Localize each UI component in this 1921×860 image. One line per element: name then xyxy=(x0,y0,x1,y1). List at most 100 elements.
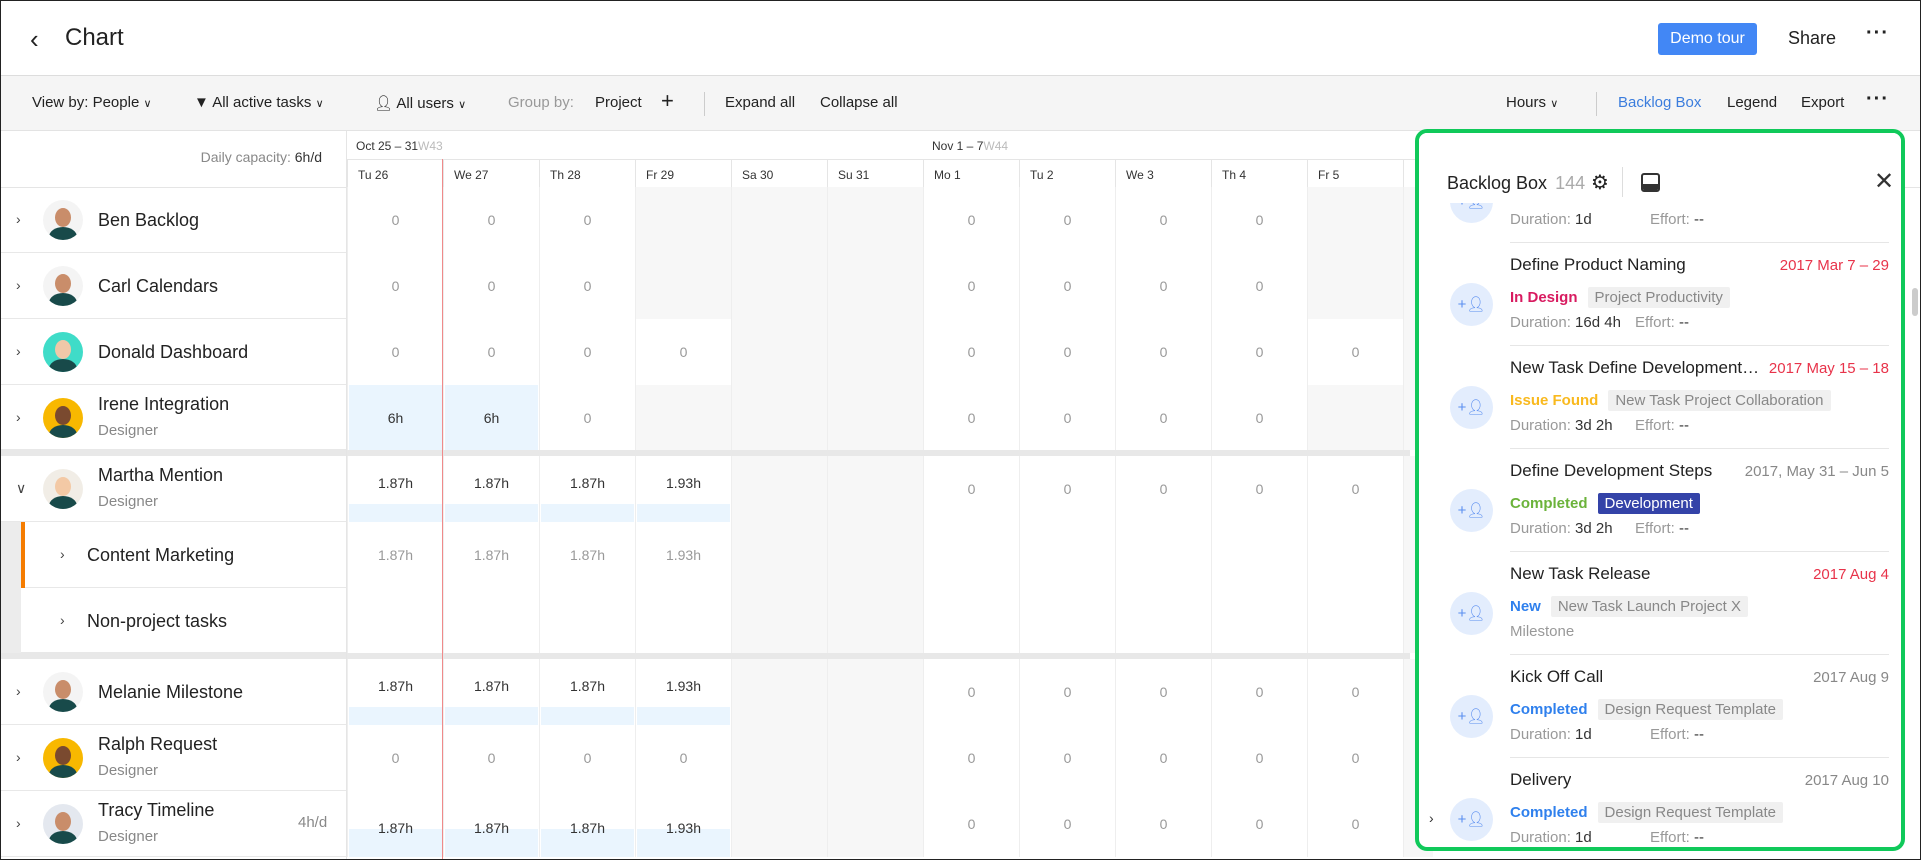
collapse-all-button[interactable]: Collapse all xyxy=(820,94,898,111)
day-cell[interactable] xyxy=(1211,522,1307,588)
day-cell[interactable] xyxy=(347,588,443,653)
close-icon[interactable]: ✕ xyxy=(1874,168,1895,195)
day-cell[interactable] xyxy=(827,725,923,791)
chevron-right-icon[interactable]: › xyxy=(16,408,21,425)
assign-user-icon[interactable]: +👤︎ xyxy=(1450,798,1493,841)
day-cell[interactable]: 0 xyxy=(443,253,539,319)
legend-button[interactable]: Legend xyxy=(1727,94,1778,111)
day-cell[interactable]: 1.87h xyxy=(539,522,635,588)
day-cell[interactable] xyxy=(923,522,1019,588)
back-arrow-icon[interactable]: ‹ xyxy=(30,24,39,54)
day-cell[interactable]: 1.87h xyxy=(347,456,443,522)
day-cell[interactable]: 0 xyxy=(443,725,539,791)
backlog-item[interactable]: +👤︎ New Task Define Development Steps 2017… xyxy=(1419,346,1901,449)
day-cell[interactable]: 0 xyxy=(635,319,731,385)
day-cell[interactable]: 0 xyxy=(1211,659,1307,725)
person-row[interactable]: › Ralph Request Designer 0 0 0 0 0 0 0 0 0 xyxy=(0,725,1433,791)
day-cell[interactable]: 0 xyxy=(1115,659,1211,725)
chevron-right-icon[interactable]: › xyxy=(16,749,21,765)
day-cell[interactable] xyxy=(731,456,827,522)
day-cell[interactable]: 0 xyxy=(1019,456,1115,522)
day-cell[interactable]: 0 xyxy=(1019,791,1115,857)
day-cell[interactable]: 0 xyxy=(923,659,1019,725)
expand-all-button[interactable]: Expand all xyxy=(725,94,796,111)
day-cell[interactable]: 0 xyxy=(635,725,731,791)
day-cell[interactable]: 0 xyxy=(1019,319,1115,385)
day-cell[interactable]: 0 xyxy=(1211,791,1307,857)
day-cell[interactable] xyxy=(1019,522,1115,588)
day-cell[interactable] xyxy=(731,187,827,253)
day-cell[interactable]: 1.87h xyxy=(443,456,539,522)
day-cell[interactable] xyxy=(1307,385,1403,450)
day-cell[interactable] xyxy=(731,659,827,725)
day-cell[interactable]: 0 xyxy=(443,187,539,253)
day-cell[interactable]: 1.93h xyxy=(635,522,731,588)
person-row[interactable]: › Tracy Timeline Designer 4h/d 1.87h 1.87h 1.8… xyxy=(0,791,1433,857)
day-cell[interactable] xyxy=(827,187,923,253)
day-cell[interactable] xyxy=(827,522,923,588)
backlog-item[interactable]: +👤︎ Define Development Steps 2017, May 31 … xyxy=(1419,449,1901,552)
assign-user-icon[interactable]: +👤︎ xyxy=(1450,283,1493,326)
group-by-value[interactable]: Project xyxy=(595,94,642,111)
day-cell[interactable]: 0 xyxy=(347,187,443,253)
day-cell[interactable]: 1.87h xyxy=(443,659,539,725)
day-cell[interactable]: 1.93h xyxy=(635,791,731,857)
day-cell[interactable]: 0 xyxy=(923,319,1019,385)
day-cell[interactable] xyxy=(1307,187,1403,253)
day-cell[interactable]: 0 xyxy=(923,385,1019,450)
day-cell[interactable]: 0 xyxy=(1307,456,1403,522)
backlog-item[interactable]: +👤︎ Duration: 1d Effort: -- xyxy=(1419,203,1901,243)
day-cell[interactable] xyxy=(731,725,827,791)
assign-user-icon[interactable]: +👤︎ xyxy=(1450,386,1493,429)
export-button[interactable]: Export xyxy=(1801,94,1845,111)
day-cell[interactable]: 0 xyxy=(1211,253,1307,319)
add-group-icon[interactable]: + xyxy=(661,88,674,113)
day-cell[interactable] xyxy=(635,385,731,450)
day-cell[interactable] xyxy=(539,588,635,653)
filter-dropdown[interactable]: ▼ All active tasks ∨ xyxy=(194,94,324,111)
chevron-right-icon[interactable]: › xyxy=(16,815,21,831)
day-cell[interactable]: 0 xyxy=(1115,187,1211,253)
day-cell[interactable]: 0 xyxy=(1115,791,1211,857)
person-row[interactable]: › Carl Calendars 0 0 0 0 0 0 0 xyxy=(0,253,1433,319)
share-button[interactable]: Share xyxy=(1788,28,1837,48)
day-cell[interactable]: 6h xyxy=(347,385,443,450)
day-cell[interactable]: 1.87h xyxy=(443,522,539,588)
day-cell[interactable]: 0 xyxy=(1115,456,1211,522)
backlog-item[interactable]: +👤︎ › Delivery 2017 Aug 10 Completed Design R… xyxy=(1419,758,1901,847)
day-cell[interactable] xyxy=(827,319,923,385)
day-cell[interactable]: 0 xyxy=(923,253,1019,319)
day-cell[interactable]: 1.87h xyxy=(539,791,635,857)
day-cell[interactable]: 0 xyxy=(1211,456,1307,522)
day-cell[interactable]: 0 xyxy=(539,385,635,450)
day-cell[interactable] xyxy=(1307,253,1403,319)
day-cell[interactable]: 1.93h xyxy=(635,659,731,725)
gear-icon[interactable]: ⚙ xyxy=(1591,172,1609,194)
day-cell[interactable] xyxy=(827,385,923,450)
day-cell[interactable] xyxy=(1019,588,1115,653)
day-cell[interactable]: 0 xyxy=(539,319,635,385)
day-cell[interactable]: 6h xyxy=(443,385,539,450)
day-cell[interactable] xyxy=(923,588,1019,653)
day-cell[interactable] xyxy=(635,253,731,319)
day-cell[interactable] xyxy=(827,659,923,725)
day-cell[interactable]: 0 xyxy=(1115,385,1211,450)
backlog-item[interactable]: +👤︎ Define Product Naming 2017 Mar 7 – 29 I… xyxy=(1419,243,1901,346)
day-cell[interactable]: 0 xyxy=(1115,725,1211,791)
project-row[interactable]: › Non-project tasks xyxy=(0,588,1433,653)
person-row[interactable]: › Ben Backlog 0 0 0 0 0 0 0 xyxy=(0,187,1433,253)
day-cell[interactable] xyxy=(731,253,827,319)
day-cell[interactable] xyxy=(731,522,827,588)
chevron-right-icon[interactable]: › xyxy=(16,343,21,359)
day-cell[interactable] xyxy=(731,319,827,385)
assign-user-icon[interactable]: +👤︎ xyxy=(1450,592,1493,635)
day-cell[interactable] xyxy=(827,588,923,653)
view-by-dropdown[interactable]: View by: People ∨ xyxy=(32,94,152,111)
day-cell[interactable]: 0 xyxy=(1211,187,1307,253)
day-cell[interactable]: 0 xyxy=(347,319,443,385)
assign-user-icon[interactable]: +👤︎ xyxy=(1450,695,1493,738)
day-cell[interactable]: 0 xyxy=(1115,319,1211,385)
day-cell[interactable] xyxy=(635,187,731,253)
day-cell[interactable]: 0 xyxy=(1211,385,1307,450)
day-cell[interactable]: 0 xyxy=(443,319,539,385)
